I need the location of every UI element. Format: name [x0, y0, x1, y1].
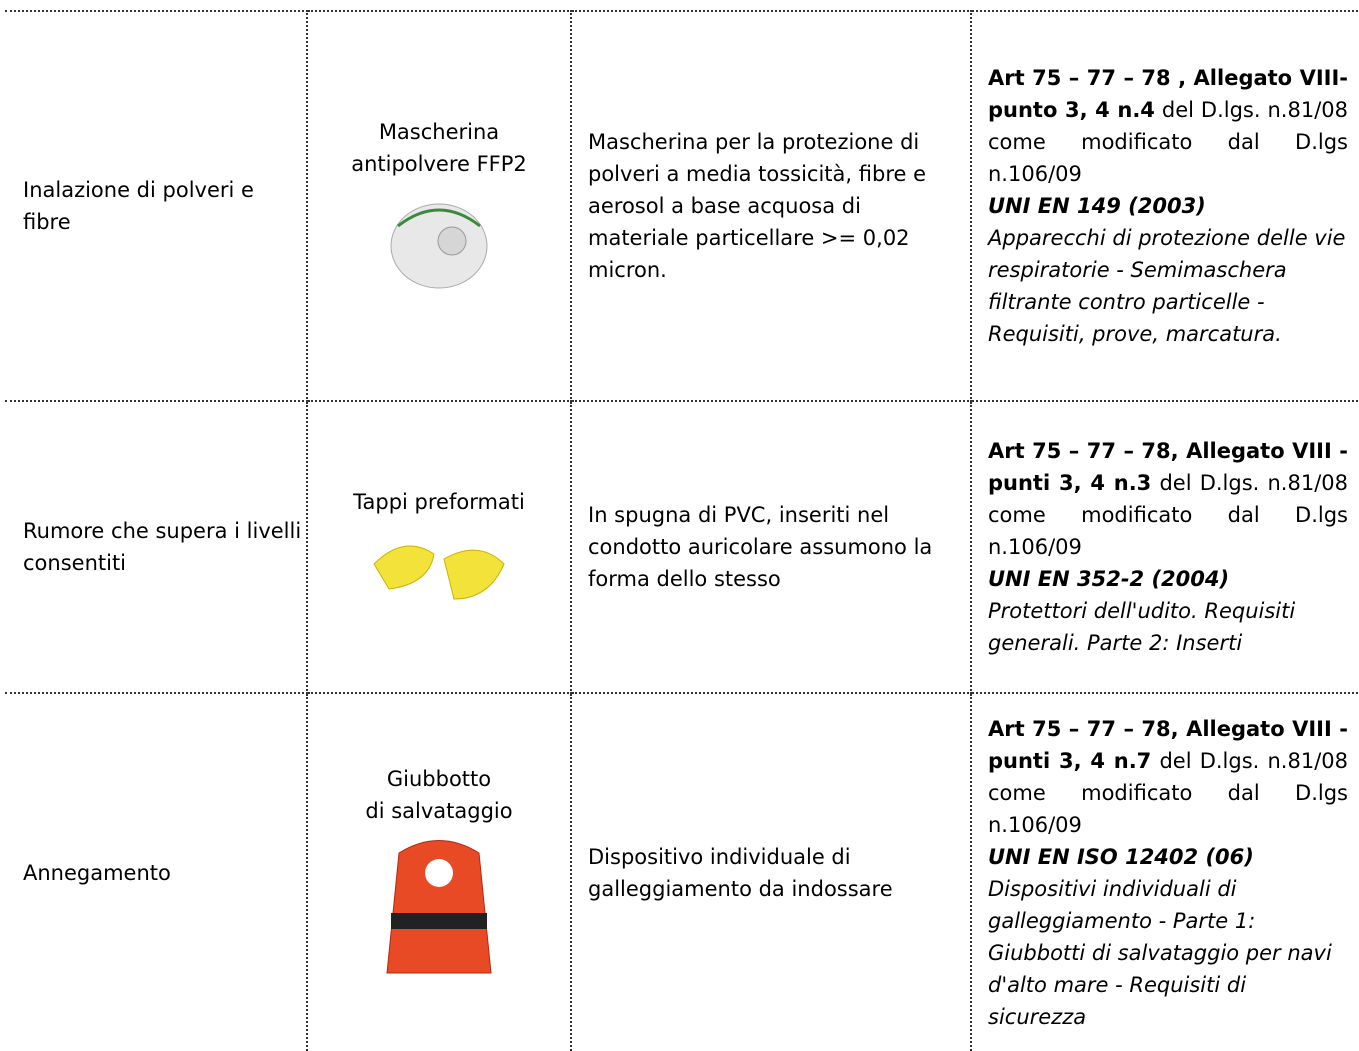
standard: UNI EN 149 (2003) — [988, 194, 1206, 218]
standard: UNI EN ISO 12402 (06) — [988, 844, 1254, 869]
description: In spugna di PVC, inseriti nel condotto … — [570, 400, 972, 694]
dpi: Mascherina antipolvere FFP2 — [306, 10, 572, 402]
standard-desc: Dispositivi individuali di galleggiament… — [988, 876, 1332, 1029]
row: Inalazione di polveri e fibre Mascherina… — [5, 10, 1359, 402]
mask-icon — [390, 203, 488, 289]
row: Rumore che supera i livelli consentiti T… — [5, 400, 1359, 694]
norm: Art 75 – 77 – 78 , Allegato VIII-punto 3… — [970, 10, 1359, 402]
description: Dispositivo individuale di galleggiament… — [570, 692, 972, 1051]
dpi-line: Mascherina — [378, 120, 500, 144]
law-text: del D.lgs. n.81/08 come modificato dal D… — [988, 98, 1348, 186]
risk: Annegamento — [5, 692, 308, 1051]
standard: UNI EN 352-2 (2004) — [988, 567, 1230, 591]
dpi-line: antipolvere FFP2 — [351, 152, 527, 176]
dpi-line: Giubbotto — [386, 766, 492, 791]
law-bold: Art 75 – 77 – 78 , Allegato VIII-punto 3… — [988, 66, 1348, 122]
law-text: del D.lgs. n.81/08 come modificato dal D… — [988, 471, 1348, 559]
standard-desc: Apparecchi di protezione delle vie respi… — [988, 226, 1346, 346]
dpi: Tappi preformati — [306, 400, 572, 694]
lifejacket-icon — [386, 839, 492, 973]
standard-desc: Protettori dell'udito. Requisiti general… — [988, 599, 1296, 655]
law-text: del D.lgs. n.81/08 come modificato dal D… — [988, 748, 1348, 837]
norm: Art 75 – 77 – 78, Allegato VIII -punti 3… — [970, 692, 1359, 1051]
law: Art 75 – 77 – 78, Allegato VIII -punti 3… — [988, 713, 1348, 841]
norm: Art 75 – 77 – 78, Allegato VIII - punti … — [970, 400, 1359, 694]
law-bold: Art 75 – 77 – 78, Allegato VIII - punti … — [988, 439, 1348, 495]
risk: Inalazione di polveri e fibre — [5, 10, 308, 402]
law: Art 75 – 77 – 78, Allegato VIII - punti … — [988, 435, 1348, 563]
description: Mascherina per la protezione di polveri … — [570, 10, 972, 402]
law: Art 75 – 77 – 78 , Allegato VIII-punto 3… — [988, 62, 1348, 190]
law-bold: Art 75 – 77 – 78, Allegato VIII -punti 3… — [988, 716, 1348, 773]
risk: Rumore che supera i livelli consentiti — [5, 400, 308, 694]
dpi-table: Inalazione di polveri e fibre Mascherina… — [5, 10, 1359, 1051]
dpi-line: di salvataggio — [365, 798, 513, 823]
dpi-line: Tappi preformati — [353, 489, 525, 514]
dpi: Giubbotto di salvataggio — [306, 692, 572, 1051]
earplug-icon — [373, 545, 505, 600]
row: Annegamento Giubbotto di salvataggio Dis… — [5, 692, 1359, 1051]
